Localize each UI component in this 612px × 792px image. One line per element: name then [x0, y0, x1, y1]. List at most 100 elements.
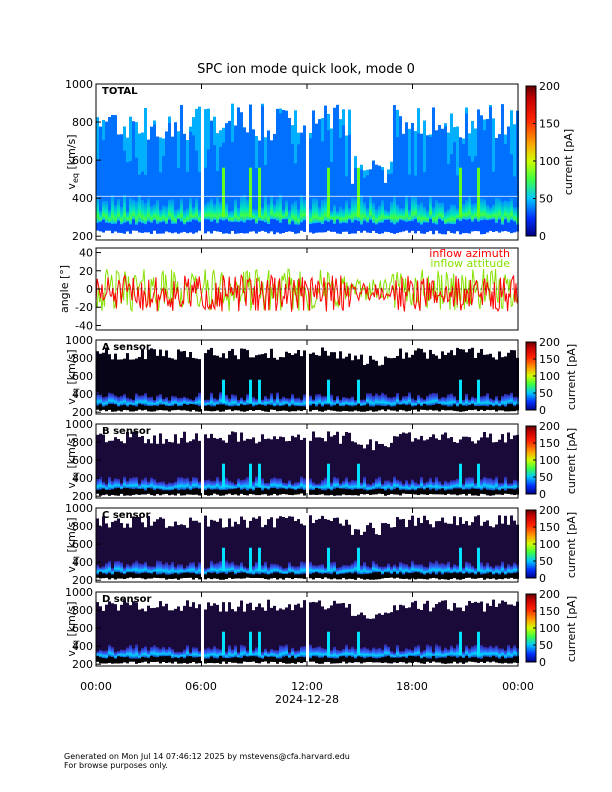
spectrogram-core — [159, 648, 162, 657]
spectrogram-column — [372, 528, 375, 580]
spectrogram-core — [423, 482, 426, 490]
spectrogram-column — [168, 526, 171, 579]
spectrogram-column — [276, 359, 279, 412]
spectrogram-core — [273, 563, 276, 573]
spectrogram-core — [405, 480, 408, 491]
spectrogram-floor — [126, 221, 129, 232]
spectrogram-column — [129, 527, 132, 578]
spectrogram-floor — [498, 219, 501, 233]
spectrogram-floor — [402, 220, 405, 232]
spectrogram-column — [462, 138, 465, 234]
spectrogram-haze — [222, 127, 225, 143]
spectrogram-core — [135, 477, 138, 489]
spectrogram-core — [126, 480, 129, 489]
spectrogram-column — [246, 438, 249, 496]
spectrogram-floor — [468, 489, 471, 494]
spectrogram-floor — [135, 488, 138, 495]
spectrogram-floor — [123, 405, 126, 411]
spectrogram-floor — [474, 406, 477, 410]
spectrogram-column — [480, 601, 483, 662]
y-axis-label: veq [km/s] — [65, 433, 80, 488]
spectrogram-core — [498, 648, 501, 659]
spectrogram-column — [126, 353, 129, 411]
spectrogram-core — [324, 567, 327, 574]
spectrogram-core — [210, 198, 213, 222]
spectrogram-floor — [429, 405, 432, 410]
spectrogram-column — [390, 527, 393, 578]
spectrogram-column — [147, 439, 150, 494]
spectrogram-floor — [342, 488, 345, 495]
spectrogram-floor — [414, 490, 417, 495]
spectrogram-core — [99, 649, 102, 658]
spectrogram-core — [468, 477, 471, 490]
spectrogram-spike — [258, 631, 261, 656]
spectrogram-column — [309, 440, 312, 495]
spectrogram-column — [489, 105, 492, 231]
spectrogram-column — [141, 349, 144, 411]
spectrogram-core — [336, 567, 339, 575]
spectrogram-core — [132, 648, 135, 659]
spectrogram-core — [276, 392, 279, 406]
spectrogram-core — [237, 478, 240, 489]
spectrogram-core — [186, 645, 189, 657]
spectrogram-column — [282, 357, 285, 411]
spectrogram-floor — [237, 657, 240, 664]
spectrogram-floor — [309, 489, 312, 495]
spectrogram-column — [264, 524, 267, 579]
spectrogram-column — [138, 609, 141, 663]
spectrogram-floor — [423, 222, 426, 234]
footer-generated: Generated on Mon Jul 14 07:46:12 2025 by… — [64, 752, 350, 761]
spectrogram-column — [390, 358, 393, 411]
spectrogram-core — [303, 199, 306, 221]
spectrogram-floor — [333, 488, 336, 496]
spectrogram-floor — [132, 658, 135, 662]
spectrogram-a — [96, 347, 519, 412]
spectrogram-core — [138, 395, 141, 405]
y-tick-label: 600 — [72, 454, 93, 467]
spectrogram-core — [192, 207, 195, 220]
spectrogram-floor — [438, 404, 441, 412]
spectrogram-floor — [462, 489, 465, 494]
spectrogram-core — [441, 563, 444, 575]
spectrogram-column — [462, 436, 465, 494]
spectrogram-core — [159, 209, 162, 223]
spectrogram-core — [186, 565, 189, 573]
spectrogram-core — [297, 482, 300, 490]
spectrogram-floor — [153, 405, 156, 412]
spectrogram-floor — [282, 405, 285, 411]
spectrogram-floor — [345, 223, 348, 232]
y-tick-label: 400 — [72, 192, 93, 205]
spectrogram-column — [231, 348, 234, 412]
spectrogram-column — [387, 169, 390, 233]
spectrogram-core — [168, 646, 171, 657]
spectrogram-column — [510, 110, 513, 234]
spectrogram-floor — [291, 656, 294, 664]
spectrogram-core — [378, 647, 381, 659]
spectrogram-column — [117, 439, 120, 496]
spectrogram-core — [321, 396, 324, 407]
spectrogram-column — [246, 527, 249, 578]
spectrogram-core — [381, 566, 384, 575]
spectrogram-floor — [348, 656, 351, 663]
spectrogram-floor — [477, 572, 480, 579]
spectrogram-core — [300, 646, 303, 657]
spectrogram-floor — [384, 656, 387, 663]
spectrogram-column — [144, 527, 147, 580]
spectrogram-column — [318, 437, 321, 495]
spectrogram-column — [129, 605, 132, 662]
spectrogram-floor — [348, 572, 351, 579]
spectrogram-haze — [510, 110, 513, 155]
spectrogram-core — [408, 209, 411, 222]
spectrogram-core — [147, 198, 150, 222]
spectrogram-floor — [444, 572, 447, 580]
spectrogram-floor — [414, 219, 417, 234]
spectrogram-core — [228, 480, 231, 490]
spectrogram-floor — [378, 405, 381, 411]
spectrogram-column — [237, 359, 240, 411]
spectrogram-core — [123, 194, 126, 223]
spectrogram-core — [402, 563, 405, 575]
spectrogram-floor — [351, 657, 354, 663]
spectrogram-floor — [474, 657, 477, 663]
spectrogram-core — [255, 399, 258, 406]
spectrogram-spike — [222, 463, 225, 488]
